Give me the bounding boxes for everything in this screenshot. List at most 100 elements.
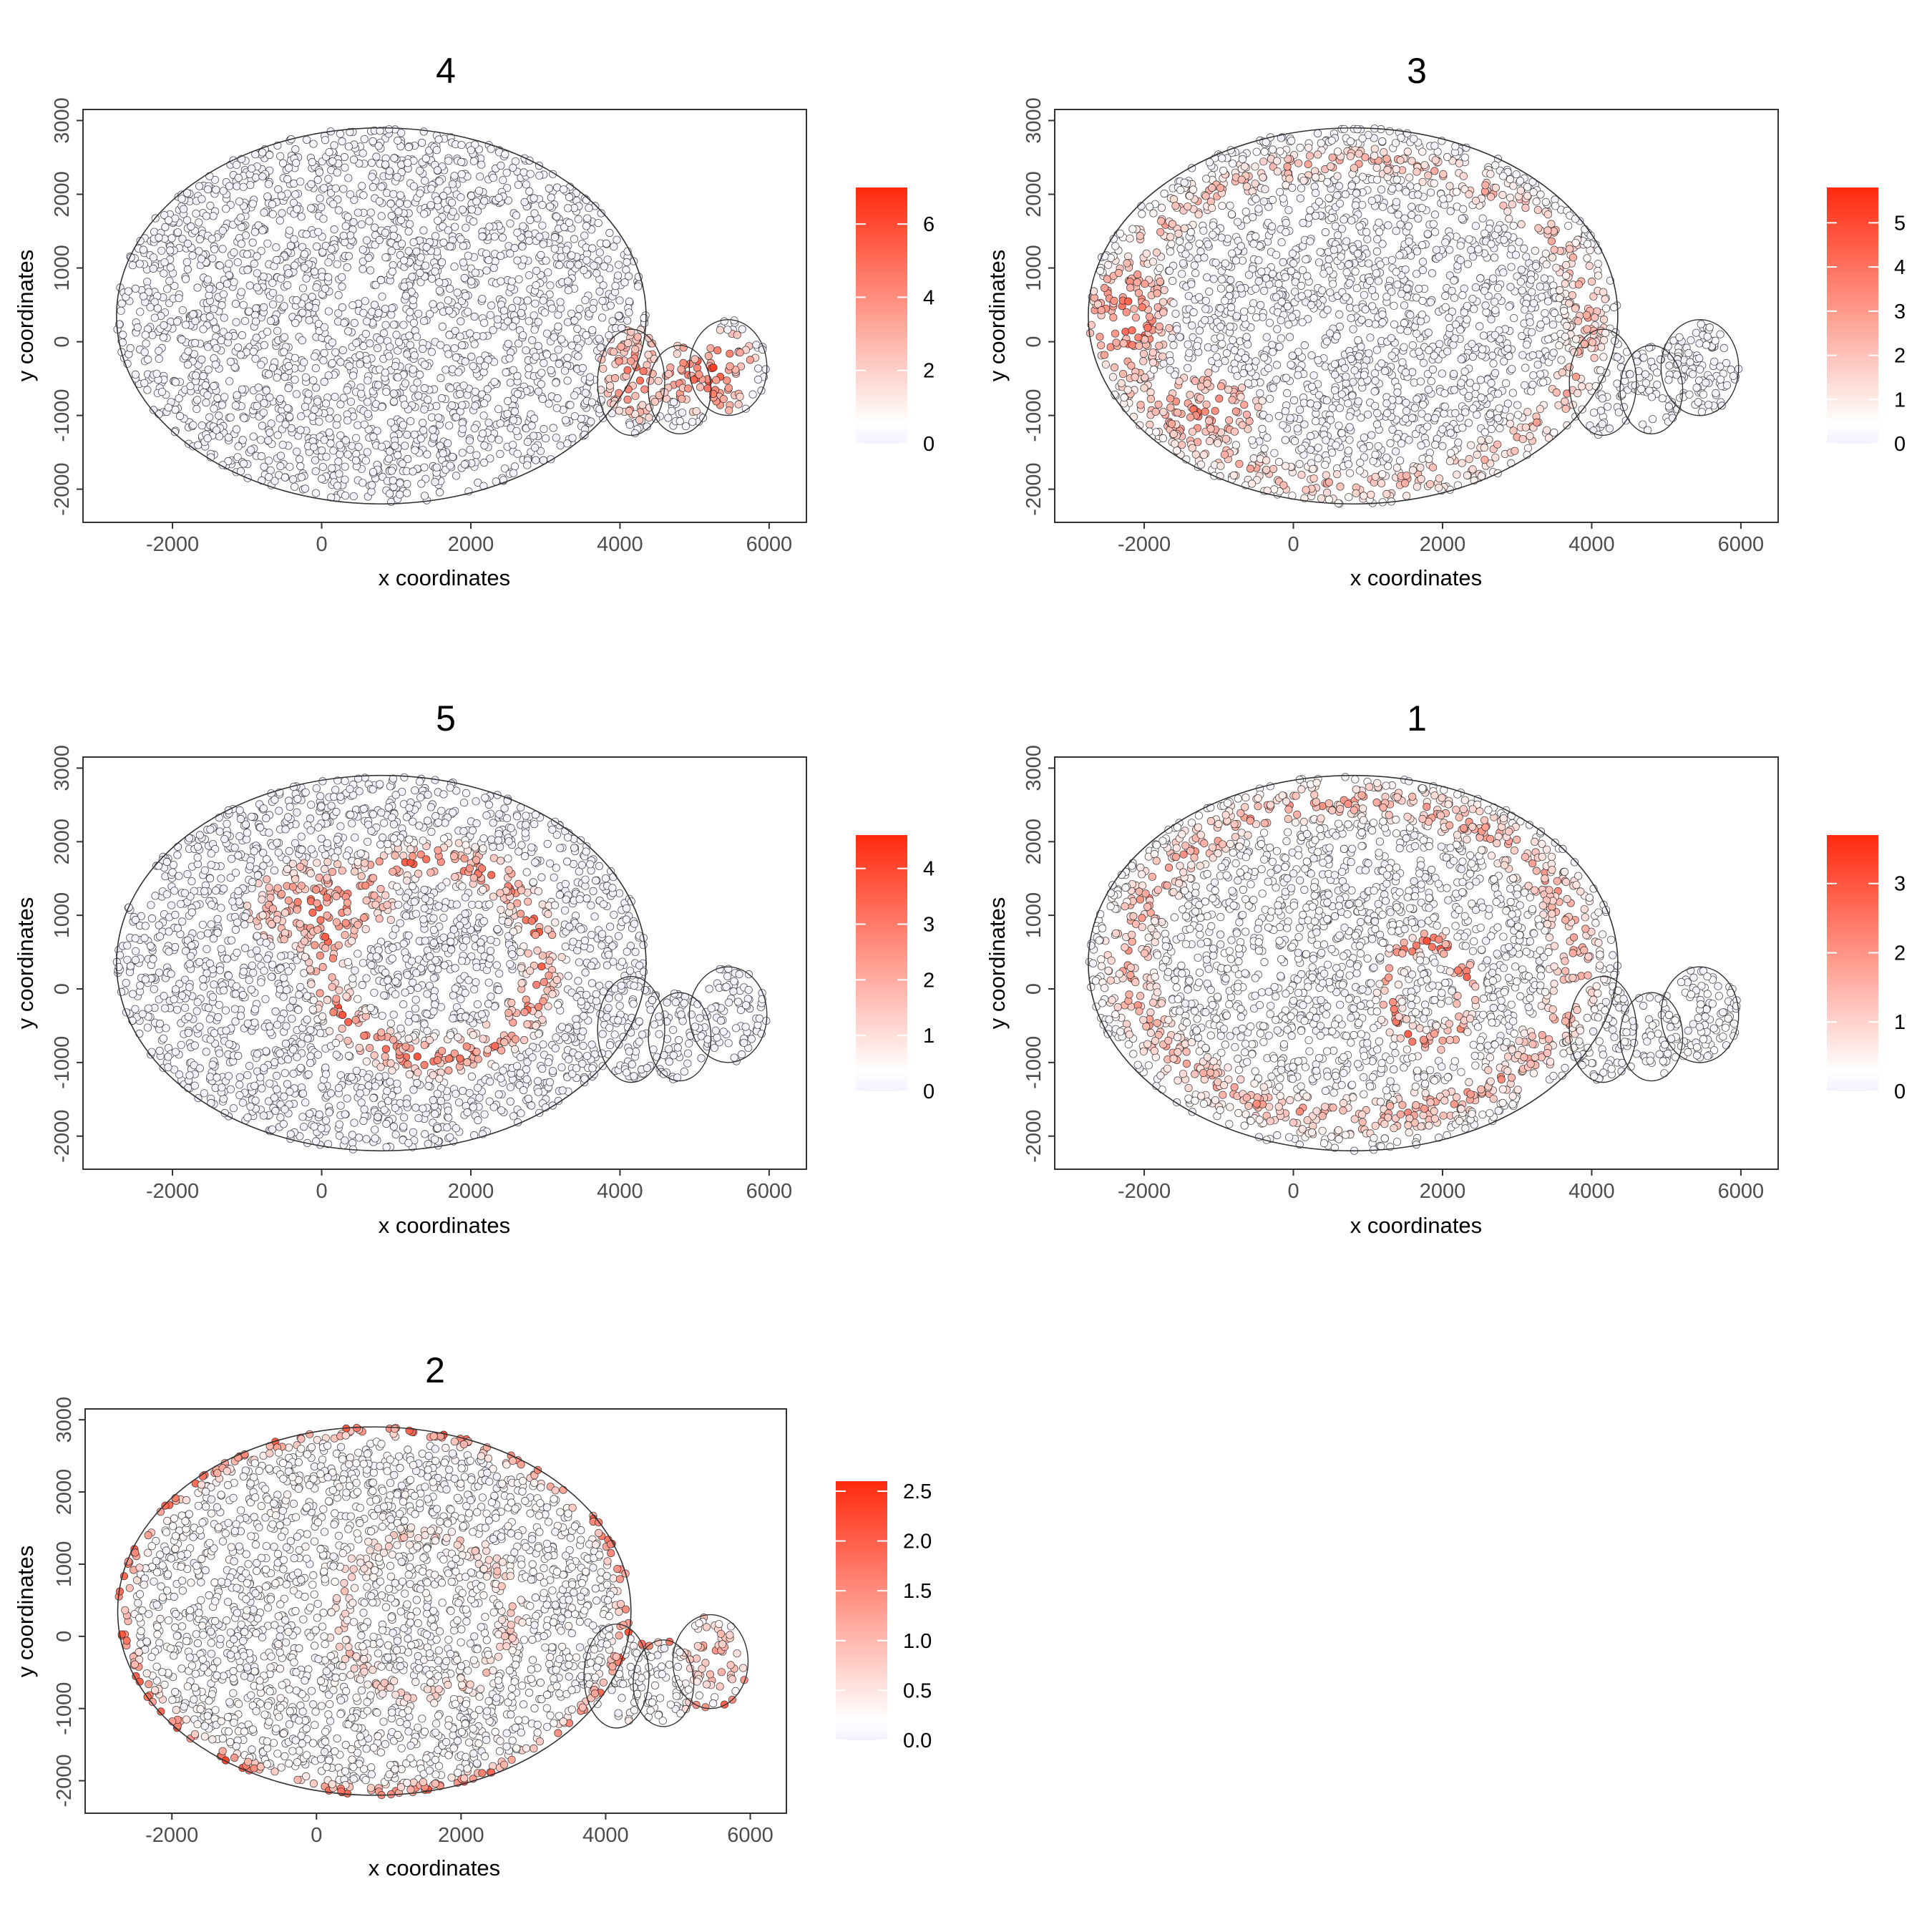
cell-point [155, 410, 163, 419]
cell-point [1199, 226, 1208, 235]
cell-point [1220, 450, 1229, 459]
cell-point [262, 386, 270, 395]
cell-point [1445, 245, 1454, 254]
cell-point [514, 275, 523, 283]
cell-point [366, 266, 375, 275]
cell-point [1181, 250, 1190, 258]
cell-point [1490, 253, 1499, 262]
cell-point [1344, 447, 1353, 455]
cell-point [1321, 228, 1330, 237]
cell-point [1199, 451, 1209, 459]
cell-point [195, 218, 203, 227]
cell-point [1096, 266, 1105, 275]
cell-point [1323, 488, 1332, 497]
cell-point [1322, 471, 1330, 479]
cell-point [1468, 465, 1477, 474]
cell-point [1392, 197, 1401, 206]
cell-point [184, 347, 192, 356]
cell-point [1249, 299, 1258, 308]
cell-point [181, 275, 190, 283]
cell-point [1599, 288, 1608, 296]
cell-point [1402, 472, 1411, 480]
cell-point [615, 296, 624, 305]
cell-point [1186, 228, 1196, 237]
cell-point [1239, 369, 1248, 378]
cell-point [1407, 203, 1416, 211]
cell-point [595, 287, 604, 296]
cell-point [414, 309, 423, 318]
cell-point [1347, 354, 1355, 364]
cell-point [165, 277, 174, 286]
cell-point [259, 409, 268, 417]
cell-point [1463, 260, 1472, 268]
cell-point [709, 364, 718, 372]
cell-point [1238, 421, 1246, 429]
cell-point [1139, 349, 1148, 358]
cell-point [396, 479, 404, 487]
cell-point [1488, 351, 1497, 360]
cell-point [338, 303, 346, 312]
cell-point [1285, 175, 1294, 183]
cell-point [117, 306, 125, 315]
cell-point [1429, 463, 1438, 472]
cell-point [1599, 353, 1608, 361]
cell-point [556, 441, 565, 450]
cell-point [353, 421, 362, 429]
cell-point [389, 389, 398, 398]
cell-point [466, 445, 474, 454]
cell-point [1306, 445, 1315, 454]
cell-point [494, 193, 503, 203]
cell-point [548, 170, 557, 178]
cell-point [1221, 434, 1231, 443]
cell-point [588, 326, 597, 334]
cell-point [1195, 326, 1204, 335]
cell-point [1333, 172, 1342, 180]
cell-point [523, 437, 532, 447]
cell-point [192, 209, 200, 218]
cell-point [258, 226, 267, 235]
cell-point [322, 452, 331, 461]
cell-point [1134, 288, 1143, 298]
cell-point [1493, 440, 1502, 449]
cell-point [644, 351, 653, 359]
cell-point [1244, 379, 1253, 388]
cell-point [295, 455, 304, 464]
cell-point [1445, 182, 1454, 190]
cell-point [595, 334, 603, 343]
cell-point [1703, 332, 1712, 341]
cell-point [719, 394, 728, 404]
cell-point [365, 217, 374, 225]
cell-point [1398, 358, 1407, 366]
cell-point [363, 448, 371, 457]
cell-point [1285, 333, 1294, 341]
cell-point [1397, 439, 1406, 448]
cell-point [1288, 313, 1297, 321]
cell-point [610, 374, 620, 383]
cell-point [1290, 436, 1299, 446]
cell-point [298, 336, 306, 345]
cell-point [1392, 165, 1400, 174]
cell-point [250, 228, 259, 236]
cell-point [1416, 377, 1425, 386]
legend-colorbar [856, 187, 907, 444]
cell-point [610, 242, 618, 251]
cell-point [1463, 471, 1472, 479]
cell-point [247, 446, 255, 454]
cell-point [1516, 186, 1525, 195]
cell-point [534, 318, 542, 326]
cell-point [664, 414, 673, 422]
cell-point [1297, 184, 1306, 192]
cell-point [432, 401, 441, 411]
cell-point [1205, 416, 1214, 425]
cell-point [545, 399, 553, 408]
cell-point [372, 152, 381, 161]
cell-point [484, 419, 493, 427]
cell-point [457, 141, 466, 150]
cell-point [378, 403, 386, 411]
cell-point [457, 157, 466, 166]
cell-point [1532, 197, 1541, 206]
cell-point [394, 136, 402, 145]
cell-point [1312, 211, 1320, 220]
cell-point [280, 373, 289, 381]
cell-point [1345, 412, 1354, 421]
